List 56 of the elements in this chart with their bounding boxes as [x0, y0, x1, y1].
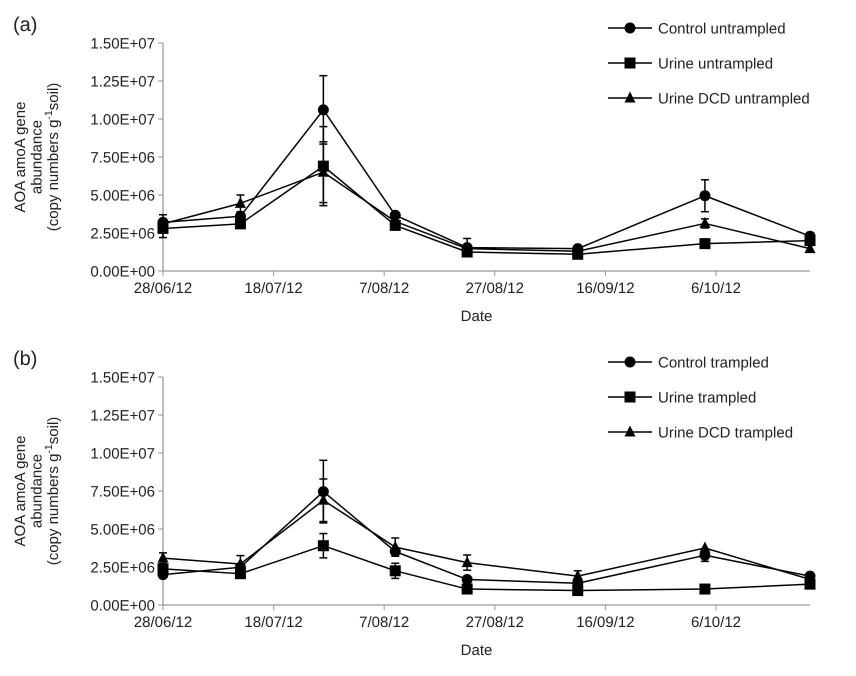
x-tick-label: 16/09/12: [576, 614, 635, 631]
y-tick-label: 1.50E+07: [90, 35, 155, 52]
point: [318, 104, 329, 116]
x-tick-label: 7/08/12: [359, 280, 410, 297]
point: [318, 486, 329, 498]
y-tick-label: 5.00E+06: [90, 187, 155, 204]
x-tick-label: 28/06/12: [134, 280, 192, 297]
x-tick-label: 27/08/12: [466, 614, 524, 631]
point: [699, 542, 710, 552]
point: [462, 556, 473, 568]
y-tick-label: 7.50E+06: [90, 149, 155, 166]
y-tick-label: 7.50E+06: [90, 483, 155, 500]
point: [699, 190, 710, 202]
point: [390, 565, 401, 576]
y-tick-label: 2.50E+06: [90, 559, 155, 576]
point: [462, 584, 473, 595]
point: [462, 574, 473, 585]
point: [699, 238, 710, 250]
legend-label: Urine DCD untrampled: [658, 90, 810, 108]
point: [158, 552, 168, 563]
x-tick-label: 7/08/12: [359, 614, 410, 631]
legend-label: Control untrampled: [658, 20, 786, 38]
legend-label: Control trampled: [658, 354, 769, 372]
point: [234, 196, 246, 208]
chart-title: (b): [13, 348, 38, 370]
y-tick-label: 2.50E+06: [90, 225, 155, 242]
x-tick-label: 27/08/12: [466, 280, 524, 297]
x-tick-label: 6/10/12: [690, 280, 742, 297]
y-tick-label: 1.00E+07: [90, 445, 155, 462]
point: [572, 585, 584, 596]
y-tick-label: 1.25E+07: [90, 407, 155, 424]
x-tick-label: 18/07/12: [244, 614, 303, 631]
point: [318, 540, 329, 552]
point: [572, 570, 584, 581]
y-tick-label: 1.25E+07: [90, 73, 155, 90]
point: [699, 584, 710, 595]
y-tick-label: 1.50E+07: [90, 369, 155, 386]
x-tick-label: 6/10/12: [690, 614, 742, 631]
legend-label: Urine DCD trampled: [658, 424, 794, 442]
y-tick-label: 0.00E+00: [90, 597, 155, 614]
point: [234, 218, 246, 230]
x-tick-label: 28/06/12: [134, 614, 192, 631]
point: [234, 568, 246, 580]
x-axis-title: Date: [460, 642, 492, 659]
y-tick-label: 1.00E+07: [90, 111, 155, 128]
y-tick-label: 5.00E+06: [90, 521, 155, 538]
legend-label: Urine untrampled: [658, 55, 774, 72]
chart-title: (a): [13, 14, 38, 36]
point: [804, 235, 816, 246]
x-tick-label: 16/09/12: [576, 280, 635, 297]
point: [158, 563, 168, 574]
y-tick-label: 0.00E+00: [90, 263, 155, 280]
legend-label: Urine trampled: [658, 389, 756, 406]
point: [390, 540, 401, 552]
x-tick-label: 18/07/12: [244, 280, 303, 297]
x-axis-title: Date: [460, 308, 492, 325]
